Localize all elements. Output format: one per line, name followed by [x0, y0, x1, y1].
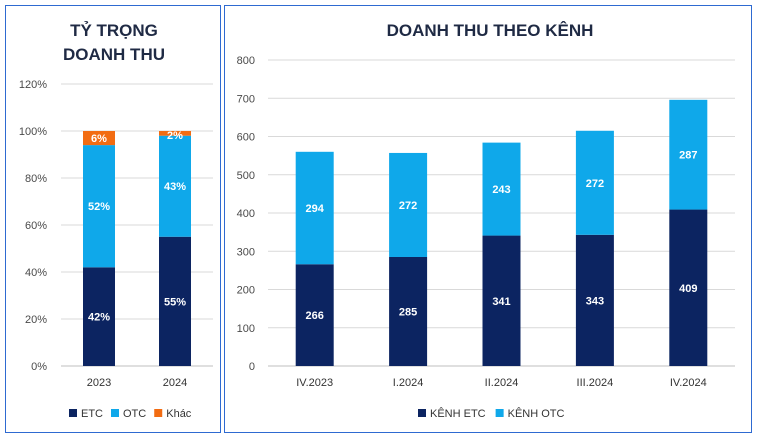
y-tick-label: 40% [25, 267, 47, 279]
y-tick-label: 300 [237, 246, 255, 258]
y-tick-label: 400 [237, 208, 255, 220]
legend-swatch [154, 409, 163, 417]
x-tick-label: III.2024 [577, 377, 614, 389]
bar-otc [159, 135, 191, 237]
data-label: 272 [586, 178, 604, 190]
x-tick-label: IV.2023 [296, 377, 333, 389]
bar-khác [83, 131, 115, 146]
revenue-share-chart: TỶ TRỌNG DOANH THU 0% 20% 40% 60% 80% 100% 120% 4… [5, 5, 221, 433]
y-tick-label: 0% [31, 361, 47, 373]
y-tick-label: 200 [237, 285, 255, 297]
chart-title: DOANH THU [63, 45, 165, 64]
x-tick-label: 2024 [163, 377, 187, 389]
bar-otc [83, 145, 115, 268]
x-tick-label: IV.2024 [670, 377, 707, 389]
x-tick-label: 2023 [87, 377, 111, 389]
bar-kênh-otc [669, 99, 708, 210]
data-label: 343 [586, 295, 604, 307]
y-tick-label: 700 [237, 93, 255, 105]
data-label: 341 [492, 296, 510, 308]
y-tick-label: 800 [237, 55, 255, 67]
y-tick-label: 60% [25, 220, 47, 232]
data-label: 287 [679, 150, 697, 162]
data-label: 43% [164, 181, 186, 193]
y-tick-label: 80% [25, 173, 47, 185]
data-label: 294 [306, 203, 325, 215]
legend-entry: KÊNH ETC [430, 407, 486, 420]
bar-kênh-otc [482, 142, 521, 236]
chart-title: TỶ TRỌNG [70, 21, 158, 40]
y-tick-label: 120% [19, 79, 47, 91]
bar-etc [83, 267, 115, 366]
bar-kênh-etc [575, 234, 614, 366]
y-tick-label: 500 [237, 170, 255, 182]
y-tick-label: 100 [237, 323, 255, 335]
data-label: 6% [91, 133, 107, 145]
data-label: 266 [306, 310, 324, 322]
y-tick-label: 20% [25, 314, 47, 326]
bar-kênh-otc [575, 130, 614, 235]
chart-title: DOANH THU THEO KÊNH [387, 21, 594, 40]
bar-khác [159, 131, 191, 136]
bar-kênh-etc [295, 264, 334, 366]
data-label: 2% [167, 130, 183, 142]
bar-etc [159, 236, 191, 366]
data-label: 55% [164, 296, 186, 308]
legend-entry: ETC [81, 408, 103, 420]
data-label: 42% [88, 312, 110, 324]
data-label: 52% [88, 201, 110, 213]
y-tick-label: 100% [19, 126, 47, 138]
legend-swatch [69, 409, 77, 417]
revenue-by-channel-chart: DOANH THU THEO KÊNH 0 100 200 300 400 500 600 70… [224, 5, 752, 433]
data-label: 285 [399, 306, 417, 318]
data-label: 409 [679, 283, 697, 295]
legend-entry: OTC [123, 408, 146, 420]
legend-swatch [111, 409, 119, 417]
x-tick-label: II.2024 [485, 377, 519, 389]
legend-swatch [418, 409, 426, 417]
bar-kênh-otc [295, 151, 334, 265]
revenue-by-channel-chart-svg: DOANH THU THEO KÊNH 0 100 200 300 400 500 600 70… [237, 21, 735, 420]
bar-kênh-otc [389, 152, 428, 257]
bar-kênh-etc [482, 235, 521, 366]
data-label: 272 [399, 200, 417, 212]
bar-kênh-etc [389, 256, 428, 366]
y-tick-label: 600 [237, 132, 255, 144]
y-tick-label: 0 [249, 361, 255, 373]
data-label: 243 [492, 184, 510, 196]
legend-entry: KÊNH OTC [508, 407, 565, 420]
revenue-share-chart-svg: TỶ TRỌNG DOANH THU 0% 20% 40% 60% 80% 100% 120% 4… [19, 21, 213, 420]
legend-entry: Khác [166, 408, 192, 420]
legend-swatch [495, 409, 504, 417]
x-tick-label: I.2024 [393, 377, 424, 389]
bar-kênh-etc [669, 209, 708, 366]
